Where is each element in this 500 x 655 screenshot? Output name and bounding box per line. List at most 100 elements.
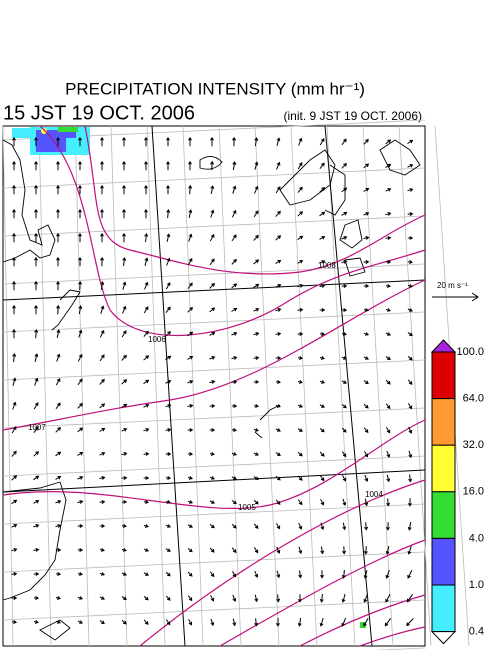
wind-arrow: [33, 524, 40, 528]
wind-arrow: [320, 522, 325, 531]
wind-arrow: [364, 474, 369, 483]
wind-arrow: [55, 524, 62, 528]
wind-arrow: [99, 548, 105, 552]
wind-arrow: [407, 139, 414, 145]
wind-arrow: [341, 332, 347, 336]
wind-arrow: [254, 137, 259, 147]
wind-arrow: [407, 379, 413, 385]
wind-arrow: [319, 404, 325, 408]
wind-arrow: [319, 451, 325, 457]
wind-arrow: [55, 572, 62, 576]
wind-arrow: [275, 186, 281, 194]
wind-arrow: [320, 570, 325, 579]
init-time: (init. 9 JST 19 OCT. 2006): [283, 109, 422, 123]
wind-arrow: [55, 548, 62, 553]
colorbar-label: 64.0: [463, 393, 484, 405]
colorbar-label: 100.0: [456, 346, 484, 358]
map: 1008 1006 1007 1005 1004: [2, 119, 470, 655]
wind-arrow: [364, 522, 369, 531]
wind-arrow: [121, 596, 127, 600]
wind-arrow: [253, 259, 260, 265]
wind-arrow: [385, 139, 392, 145]
wind-arrow: [231, 308, 238, 312]
wind-arrow: [320, 498, 325, 506]
wind-arrow: [121, 476, 128, 480]
wind-arrow: [187, 452, 194, 456]
wind-arrow: [188, 209, 193, 219]
vector-reference: 20 m s⁻¹: [432, 281, 479, 302]
wind-arrow: [363, 163, 370, 169]
wind-arrow: [363, 569, 368, 579]
wind-arrow: [166, 208, 171, 219]
wind-arrow: [210, 185, 215, 194]
wind-arrow: [143, 355, 150, 361]
wind-arrow: [341, 236, 348, 240]
wind-arrow: [231, 332, 238, 336]
wind-arrow: [12, 160, 16, 171]
wind-arrow: [187, 404, 194, 408]
isobar-label: 1006: [148, 335, 166, 344]
wind-arrow: [363, 546, 368, 555]
wind-arrow: [209, 233, 215, 242]
colorbar-label: 4.0: [469, 532, 484, 544]
wind-arrow: [341, 570, 346, 579]
wind-arrow: [342, 522, 347, 531]
wind-arrow: [407, 284, 413, 288]
valid-time: 15 JST 19 OCT. 2006: [3, 102, 195, 124]
wind-arrow: [363, 332, 370, 336]
wind-arrow: [188, 618, 193, 626]
wind-arrow: [100, 160, 104, 171]
wind-arrow: [209, 452, 215, 456]
wind-arrow: [385, 427, 391, 434]
wind-arrow: [319, 211, 326, 217]
wind-arrow: [231, 209, 237, 218]
wind-arrow: [34, 377, 39, 386]
wind-arrow: [165, 355, 172, 361]
wind-arrow: [77, 547, 84, 552]
map-frame: [2, 125, 426, 647]
wind-arrow: [55, 620, 62, 624]
wind-arrow: [187, 476, 193, 480]
wind-arrow: [254, 185, 259, 194]
wind-arrow: [55, 377, 61, 386]
precip-patch: [58, 127, 78, 132]
wind-arrow: [232, 618, 237, 627]
wind-arrow: [165, 404, 172, 408]
wind-arrow: [209, 258, 215, 266]
wind-arrow: [341, 163, 347, 169]
wind-arrow: [253, 210, 259, 218]
wind-arrow: [56, 184, 60, 195]
wind-arrow: [254, 618, 259, 627]
graticule-line: [2, 311, 426, 333]
wind-arrow: [77, 572, 83, 576]
wind-arrow: [99, 476, 106, 480]
wind-arrow: [231, 452, 238, 456]
wind-arrow: [341, 617, 347, 627]
wind-arrow: [77, 500, 84, 504]
wind-arrow: [209, 547, 215, 553]
graticule-line: [2, 551, 426, 573]
wind-arrow: [56, 329, 61, 339]
wind-arrow: [165, 595, 171, 601]
colorbar-segment: [431, 444, 456, 493]
wind-arrow: [319, 236, 326, 240]
wind-arrow: [56, 280, 60, 291]
wind-arrow: [275, 475, 281, 481]
wind-arrow: [297, 618, 302, 627]
wind-arrow: [77, 402, 83, 409]
wind-arrow: [12, 280, 16, 291]
graticule-line: [2, 599, 426, 621]
wind-arrow: [341, 284, 348, 288]
wind-arrow: [364, 498, 369, 507]
wind-arrow: [99, 428, 106, 432]
wind-arrow: [122, 208, 126, 219]
wind-arrow: [407, 308, 413, 312]
graticule-line: [38, 125, 52, 647]
wind-arrow: [34, 280, 38, 291]
wind-arrow: [187, 524, 193, 528]
wind-arrow: [11, 524, 18, 528]
wind-arrow: [122, 281, 127, 290]
wind-arrow: [33, 620, 39, 624]
colorbar-segment: [431, 351, 456, 400]
wind-arrow: [319, 380, 325, 384]
